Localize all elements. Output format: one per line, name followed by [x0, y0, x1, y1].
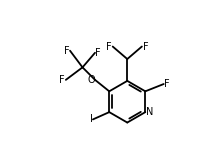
Text: F: F	[64, 46, 69, 56]
Text: I: I	[90, 114, 93, 124]
Text: O: O	[87, 75, 95, 85]
Text: F: F	[95, 48, 101, 58]
Text: F: F	[165, 79, 170, 89]
Text: N: N	[147, 107, 154, 117]
Text: F: F	[59, 75, 65, 85]
Text: F: F	[106, 42, 112, 52]
Text: F: F	[143, 42, 148, 52]
